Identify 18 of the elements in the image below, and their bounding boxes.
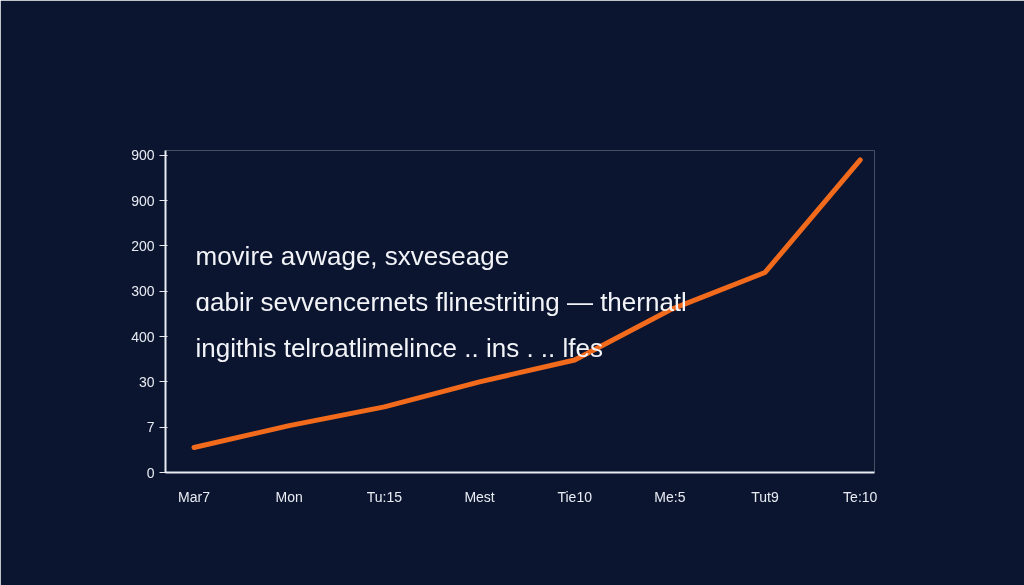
text: 400: [131, 328, 155, 345]
text: 30: [138, 373, 155, 390]
text: 900: [131, 192, 155, 209]
x-tick-label: Te:10: [843, 488, 878, 505]
x-tick-label: Me:5: [654, 488, 686, 505]
annotation: ɑabir sevvencernets flinestriting — thernatl: [195, 286, 687, 317]
x-tick-label: Tie10: [557, 488, 593, 505]
text: 300: [131, 283, 155, 300]
annotation: movire avwage, sxveseage: [195, 240, 510, 271]
x-tick-label: Tut9: [751, 488, 780, 505]
text: 0: [146, 464, 155, 481]
x-tick-label: Mon: [275, 488, 303, 505]
x-tick-label: Mar7: [178, 488, 211, 505]
text: 7: [146, 419, 155, 436]
x-tick-label: Tu:15: [366, 488, 403, 505]
text: 900: [131, 147, 155, 164]
text: 200: [131, 237, 155, 254]
x-tick-label: Mest: [464, 488, 495, 505]
